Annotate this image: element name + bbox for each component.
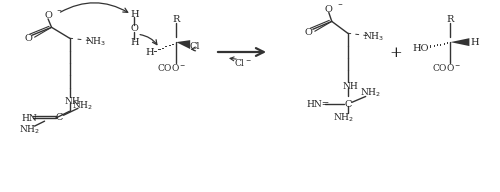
Text: COO$^-$: COO$^-$	[158, 62, 187, 73]
Text: HN=: HN=	[307, 100, 330, 109]
Text: H: H	[470, 38, 478, 47]
Text: R: R	[172, 15, 180, 24]
Text: H: H	[130, 10, 138, 19]
Text: NH$_2$: NH$_2$	[360, 87, 382, 99]
Text: H: H	[145, 49, 154, 57]
Text: O: O	[44, 12, 52, 20]
Text: HN: HN	[22, 114, 38, 123]
Text: NH: NH	[64, 97, 80, 106]
Text: NH$_3$: NH$_3$	[85, 36, 106, 48]
Text: $^-$: $^-$	[56, 8, 63, 16]
Text: $^-$: $^-$	[336, 2, 344, 10]
Text: C: C	[344, 100, 352, 109]
Text: NH: NH	[342, 82, 358, 91]
Text: O: O	[130, 24, 138, 33]
Polygon shape	[450, 38, 469, 46]
Text: HO: HO	[412, 44, 429, 53]
Text: H: H	[130, 38, 138, 47]
Text: NH$_2$: NH$_2$	[19, 123, 40, 136]
Text: Cl$^-$: Cl$^-$	[234, 57, 252, 68]
Text: O: O	[325, 5, 332, 14]
Text: C: C	[56, 113, 63, 122]
Polygon shape	[176, 40, 190, 49]
Text: +: +	[389, 46, 402, 60]
Text: R: R	[447, 15, 454, 24]
Text: NH$_2$: NH$_2$	[72, 99, 94, 112]
Text: O: O	[24, 34, 32, 43]
Text: NH$_2$: NH$_2$	[333, 112, 354, 124]
Text: O: O	[305, 28, 313, 37]
Text: Cl: Cl	[190, 42, 200, 50]
Text: NH$_3$: NH$_3$	[363, 31, 384, 43]
Text: COO$^-$: COO$^-$	[432, 62, 461, 73]
